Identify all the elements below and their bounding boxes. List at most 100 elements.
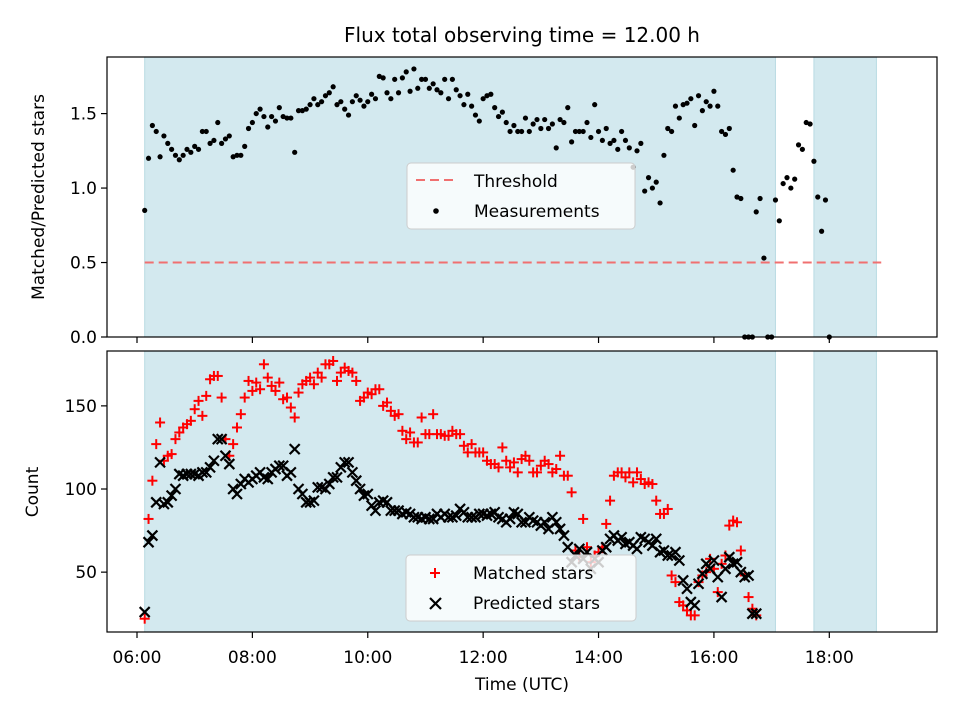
predicted-star-point [465, 511, 478, 524]
y-tick-label: 0.0 [70, 328, 97, 348]
predicted-star-point [504, 513, 516, 525]
matched-star-point [289, 412, 300, 423]
predicted-star-point [288, 443, 301, 455]
measurement-point [703, 99, 709, 105]
measurement-point [580, 128, 586, 135]
matched-star-point [282, 392, 292, 403]
matched-star-point [351, 375, 362, 386]
matched-star-point [193, 395, 204, 406]
predicted-star-point [450, 509, 463, 522]
measurement-point [772, 197, 779, 203]
matched-star-point [543, 459, 554, 470]
predicted-star-point [342, 456, 355, 469]
measurement-point [288, 115, 294, 121]
matched-star-point [274, 377, 285, 388]
measurement-point [572, 128, 579, 135]
measurement-point [357, 97, 363, 103]
predicted-star-point [261, 473, 274, 485]
legend-matched-label: Matched stars [473, 564, 593, 584]
predicted-star-point [361, 488, 374, 500]
matched-star-point [316, 372, 327, 383]
matched-star-point [743, 592, 754, 603]
matched-star-point [151, 439, 162, 450]
observing-interval-band [813, 56, 877, 338]
predicted-star-point [338, 456, 351, 469]
legend-predicted-swatch [429, 597, 442, 610]
measurement-point [711, 88, 717, 94]
predicted-star-point [573, 543, 586, 555]
measurement-point [726, 125, 732, 132]
measurement-point [495, 113, 502, 120]
measurement-point [699, 108, 705, 114]
predicted-star-point [223, 458, 236, 470]
flux-x-ticks [136, 337, 830, 343]
measurement-point [592, 102, 598, 108]
measurement-point [269, 113, 275, 120]
matched-star-point [258, 359, 269, 370]
matched-star-point [601, 518, 612, 529]
measurement-point [203, 128, 209, 135]
count-y-axis-label: Count [23, 466, 43, 517]
y-tick-label: 150 [65, 397, 97, 417]
matched-star-point [235, 409, 246, 420]
x-tick-label: 14:00 [574, 648, 623, 668]
measurement-point [438, 90, 444, 96]
measurement-point [169, 146, 175, 152]
predicted-star-point [723, 551, 736, 563]
predicted-star-point [273, 459, 286, 472]
predicted-star-points [138, 433, 763, 620]
matched-star-point [232, 422, 242, 433]
measurement-point [295, 108, 302, 114]
measurement-point [207, 140, 213, 146]
measurement-point [399, 75, 405, 81]
measurement-point [511, 122, 517, 129]
matched-star-point [582, 542, 592, 553]
measurement-point [307, 102, 313, 108]
x-tick-label: 16:00 [689, 648, 738, 668]
predicted-star-point [215, 433, 228, 445]
matched-star-point [501, 455, 512, 466]
measurement-point [799, 146, 805, 152]
matched-star-point [508, 457, 519, 468]
measurement-point [180, 152, 186, 158]
matched-star-point [651, 495, 662, 506]
matched-star-point [347, 367, 358, 378]
measurement-point [153, 128, 159, 135]
count-legend: Matched stars Predicted stars [405, 554, 637, 622]
measurement-point [215, 119, 221, 126]
legend-matched-swatch [430, 568, 440, 578]
matched-star-point [308, 379, 319, 390]
predicted-star-point [677, 574, 689, 587]
measurement-point [311, 96, 317, 102]
measurement-point [499, 109, 505, 115]
measurement-point [384, 90, 390, 96]
matched-star-point [247, 385, 258, 396]
predicted-star-point [142, 536, 155, 548]
predicted-star-point [538, 516, 551, 529]
measurement-point [434, 87, 440, 93]
x-tick-label: 18:00 [805, 648, 854, 668]
measurement-point [661, 152, 667, 158]
matched-star-point [251, 377, 262, 388]
measurement-point [549, 121, 555, 127]
measurement-point [642, 188, 648, 194]
matched-star-point [632, 467, 642, 478]
measurement-point [211, 137, 217, 144]
matched-star-point [562, 470, 573, 481]
measurement-point [595, 128, 602, 135]
predicted-star-point [673, 554, 686, 567]
measurement-point [419, 76, 425, 82]
measurement-point [576, 128, 582, 135]
matched-star-point [401, 434, 412, 445]
matched-star-point [393, 409, 404, 420]
legend-frame [405, 554, 637, 622]
measurement-point [753, 209, 759, 215]
measurement-point [361, 103, 367, 109]
y-tick-label: 100 [65, 480, 97, 500]
matched-star-point [170, 434, 181, 445]
measurement-point [811, 158, 817, 164]
measurement-point [319, 99, 325, 105]
measurement-point [303, 106, 309, 112]
measurement-point [253, 110, 259, 117]
measurement-point [188, 149, 194, 155]
